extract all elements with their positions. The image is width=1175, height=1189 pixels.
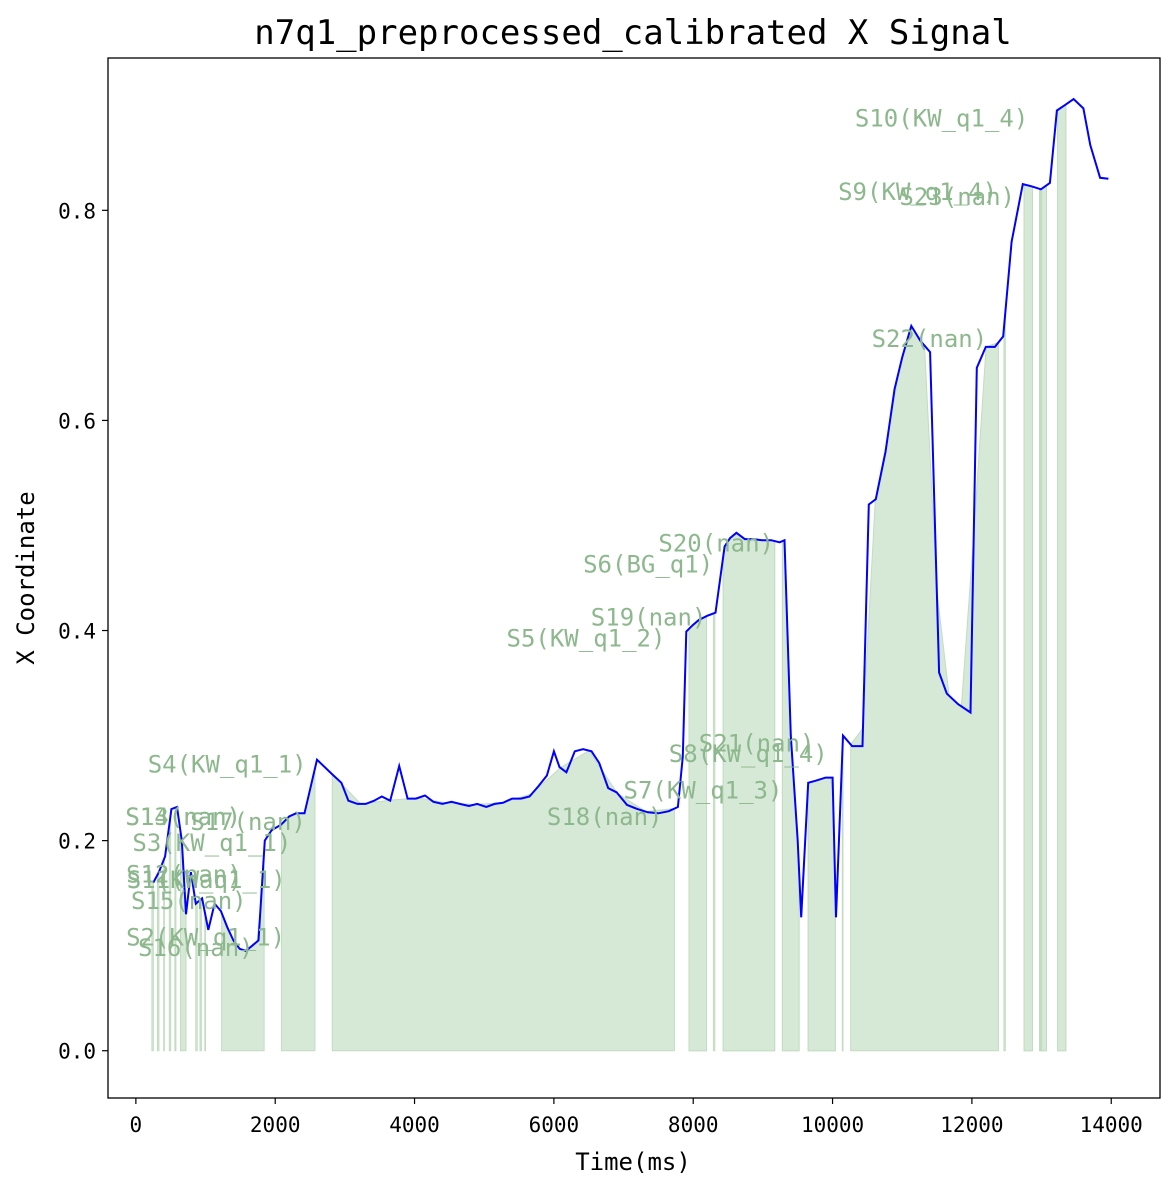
segment-fill [1041, 184, 1047, 1052]
signal-line [152, 97, 1109, 953]
segment-label: S17(nan) [190, 808, 306, 836]
segment-label: S6(BG_q1) [583, 551, 713, 579]
x-tick-label: 10000 [801, 1113, 864, 1137]
segment-label: S13(nan) [125, 803, 241, 831]
segment-label: S3(KW_q1_1) [132, 829, 291, 857]
segment-label: S7(KW_q1_3) [624, 777, 783, 805]
segment-label: S9(KW_q1_4) [838, 178, 997, 206]
segment-fill [1057, 103, 1067, 1052]
segment-label: S4(KW_q1_1) [148, 750, 307, 778]
plot-frame [107, 57, 1161, 1099]
segment-label: S22(nan) [872, 325, 988, 353]
segment-label: S10(KW_q1_4) [855, 104, 1028, 132]
y-tick-label: 0.2 [58, 830, 96, 854]
segment-fill [331, 750, 675, 1052]
x-tick-label: 8000 [668, 1113, 719, 1137]
segment-label: S21(nan) [699, 729, 815, 757]
y-tick-label: 0.6 [58, 409, 96, 433]
segment-label: S19(nan) [591, 603, 707, 631]
segment-label: S16(nan) [138, 934, 254, 962]
y-axis-label: X Coordinate [12, 491, 40, 664]
y-axis-ticks: 0.0 0.2 0.4 0.6 0.8 [58, 199, 108, 1064]
segment-label: S5(KW_q1_2) [507, 624, 666, 652]
segment-fill [841, 735, 844, 1052]
x-tick-label: 6000 [529, 1113, 580, 1137]
segment-fill [1023, 183, 1033, 1052]
segment-fill [712, 611, 716, 1052]
x-axis-label: Time(ms) [575, 1148, 691, 1176]
segment-label: S23(nan) [899, 183, 1015, 211]
segment-fill [1003, 312, 1006, 1052]
segment-fill [1039, 188, 1042, 1052]
segment-fill [807, 777, 836, 1052]
segment-label: S1(KW_q1_1) [127, 866, 286, 894]
segment-fill [688, 615, 707, 1052]
chart-title: n7q1_preprocessed_calibrated X Signal [254, 13, 1011, 53]
segment-label: S11(nan) [127, 866, 243, 894]
segment-label: S18(nan) [547, 803, 663, 831]
x-tick-label: 4000 [389, 1113, 440, 1137]
segment-label: S20(nan) [658, 530, 774, 558]
x-tick-label: 14000 [1080, 1113, 1143, 1137]
x-tick-label: 0 [130, 1113, 143, 1137]
x-axis-ticks: 0 2000 4000 6000 8000 10000 12000 14000 [130, 1098, 1143, 1137]
x-tick-label: 2000 [250, 1113, 301, 1137]
segment-labels: S1(KW_q1_1) S2(KW_q1_1) S3(KW_q1_1) S4(KW_q… [125, 104, 1028, 962]
segment-label: S12(nan) [126, 861, 242, 889]
segment-fill [781, 539, 800, 1052]
segment-fill [151, 882, 154, 1052]
segment-fill [199, 898, 202, 1052]
x-tick-label: 12000 [940, 1113, 1003, 1137]
y-tick-label: 0.4 [58, 620, 96, 644]
segment-label: S14(nan) [125, 803, 241, 831]
segment-label: S8(KW_q1_4) [669, 740, 828, 768]
y-tick-label: 0.0 [58, 1040, 96, 1064]
y-tick-label: 0.8 [58, 199, 96, 223]
segment-label: S2(KW_q1_1) [126, 924, 285, 952]
segment-label: S15(nan) [131, 887, 247, 915]
